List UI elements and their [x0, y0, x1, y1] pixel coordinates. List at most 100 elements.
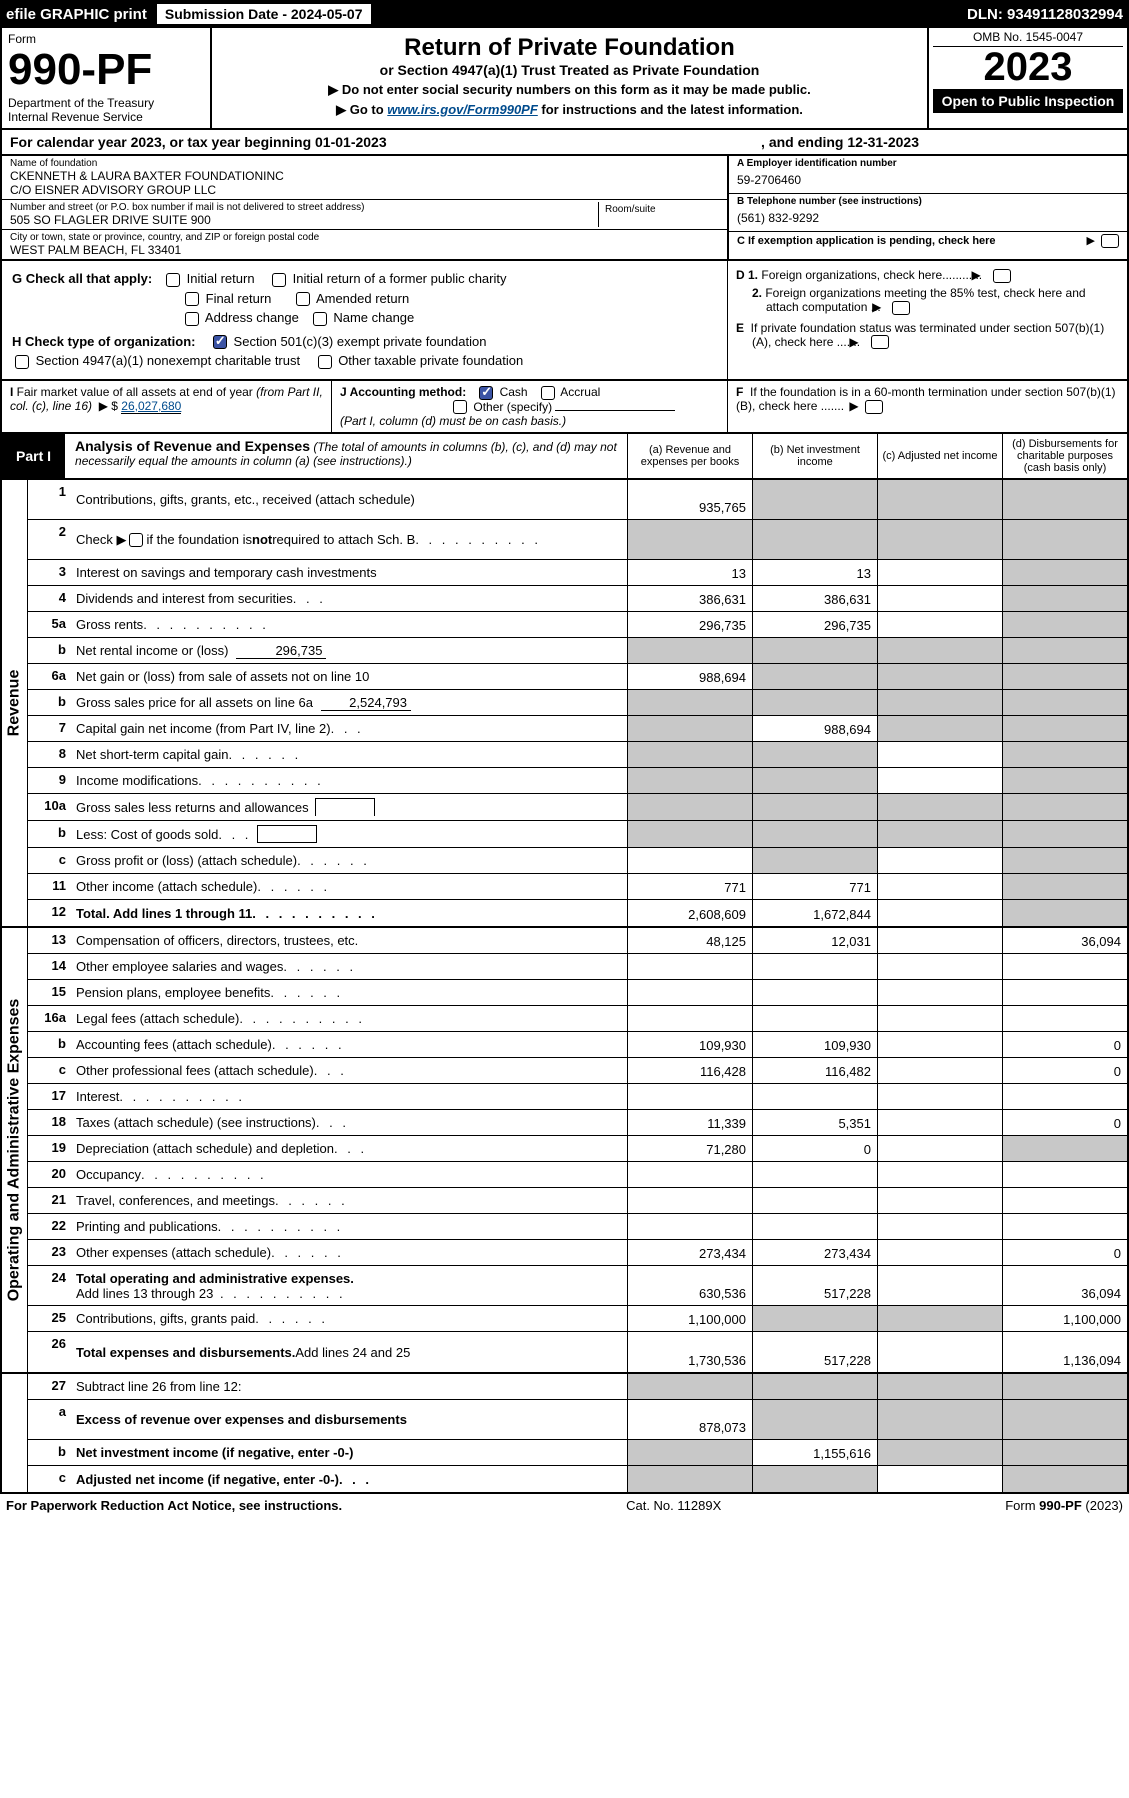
foundation-name-row: Name of foundation CKENNETH & LAURA BAXT…	[2, 156, 727, 200]
e-row: E If private foundation status was termi…	[736, 321, 1119, 350]
h-row-1: H Check type of organization: Section 50…	[12, 334, 717, 350]
row-9: 9 Income modifications	[28, 768, 1127, 794]
department: Department of the Treasury Internal Reve…	[8, 96, 204, 124]
row-8: 8 Net short-term capital gain	[28, 742, 1127, 768]
chk-other-method[interactable]	[453, 400, 467, 414]
row-27a: a Excess of revenue over expenses and di…	[28, 1400, 1127, 1440]
form-title: Return of Private Foundation	[222, 34, 917, 62]
dln: DLN: 93491128032994	[967, 6, 1123, 23]
chk-f[interactable]	[865, 400, 883, 414]
row-6b: b Gross sales price for all assets on li…	[28, 690, 1127, 716]
chk-d1[interactable]	[993, 269, 1011, 283]
col-c-head: (c) Adjusted net income	[877, 434, 1002, 478]
chk-d2[interactable]	[892, 301, 910, 315]
expenses-side-label: Operating and Administrative Expenses	[2, 928, 28, 1372]
chk-amended-return[interactable]	[296, 292, 310, 306]
row-27c: c Adjusted net income (if negative, ente…	[28, 1466, 1127, 1492]
part1-label: Part I	[2, 434, 65, 478]
exemption-pending-row: C If exemption application is pending, c…	[729, 232, 1127, 250]
row-18: 18 Taxes (attach schedule) (see instruct…	[28, 1110, 1127, 1136]
chk-initial-return[interactable]	[166, 273, 180, 287]
row-20: 20 Occupancy	[28, 1162, 1127, 1188]
row-7: 7 Capital gain net income (from Part IV,…	[28, 716, 1127, 742]
open-inspection: Open to Public Inspection	[933, 89, 1123, 113]
col-d-head: (d) Disbursements for charitable purpose…	[1002, 434, 1127, 478]
row-10b: b Less: Cost of goods sold	[28, 821, 1127, 848]
g-row: G Check all that apply: Initial return I…	[12, 271, 717, 287]
gh-block: G Check all that apply: Initial return I…	[0, 261, 1129, 381]
row-15: 15 Pension plans, employee benefits	[28, 980, 1127, 1006]
j-row: J Accounting method: Cash Accrual Other …	[332, 381, 727, 433]
row-10a: 10a Gross sales less returns and allowan…	[28, 794, 1127, 821]
row-21: 21 Travel, conferences, and meetings	[28, 1188, 1127, 1214]
row-14: 14 Other employee salaries and wages	[28, 954, 1127, 980]
revenue-section: Revenue 1 Contributions, gifts, grants, …	[0, 480, 1129, 928]
paperwork-notice: For Paperwork Reduction Act Notice, see …	[6, 1498, 342, 1513]
page-footer: For Paperwork Reduction Act Notice, see …	[0, 1494, 1129, 1517]
chk-initial-former[interactable]	[272, 273, 286, 287]
chk-name-change[interactable]	[313, 312, 327, 326]
chk-address-change[interactable]	[185, 312, 199, 326]
line27-section: 27 Subtract line 26 from line 12: a Exce…	[0, 1374, 1129, 1494]
row-26: 26 Total expenses and disbursements. Add…	[28, 1332, 1127, 1372]
row-3: 3 Interest on savings and temporary cash…	[28, 560, 1127, 586]
row-1: 1 Contributions, gifts, grants, etc., re…	[28, 480, 1127, 520]
form-number: 990-PF	[8, 48, 204, 92]
f-row: F If the foundation is in a 60-month ter…	[727, 381, 1127, 433]
entity-block: Name of foundation CKENNETH & LAURA BAXT…	[0, 156, 1129, 261]
tax-year: 2023	[933, 47, 1123, 87]
form-right: OMB No. 1545-0047 2023 Open to Public In…	[927, 28, 1127, 128]
form-left: Form 990-PF Department of the Treasury I…	[2, 28, 212, 128]
chk-4947[interactable]	[15, 355, 29, 369]
expenses-section: Operating and Administrative Expenses 13…	[0, 928, 1129, 1374]
form-ref: Form 990-PF (2023)	[1005, 1498, 1123, 1513]
chk-accrual[interactable]	[541, 386, 555, 400]
part1-desc: Analysis of Revenue and Expenses (The to…	[65, 434, 627, 478]
chk-e[interactable]	[871, 335, 889, 349]
irs-link[interactable]: www.irs.gov/Form990PF	[387, 102, 538, 117]
catalog-no: Cat. No. 11289X	[626, 1498, 721, 1513]
city-row: City or town, state or province, country…	[2, 230, 727, 259]
instr-1: ▶ Do not enter social security numbers o…	[222, 82, 917, 98]
row-11: 11 Other income (attach schedule) 771 77…	[28, 874, 1127, 900]
row-22: 22 Printing and publications	[28, 1214, 1127, 1240]
row-2: 2 Check ▶ if the foundation is not requi…	[28, 520, 1127, 560]
row-24: 24 Total operating and administrative ex…	[28, 1266, 1127, 1306]
chk-final-return[interactable]	[185, 292, 199, 306]
row-23: 23 Other expenses (attach schedule) 273,…	[28, 1240, 1127, 1266]
submission-date-box: Submission Date - 2024-05-07	[157, 4, 371, 24]
top-bar: efile GRAPHIC print Submission Date - 20…	[0, 0, 1129, 28]
i-row: I Fair market value of all assets at end…	[2, 381, 332, 433]
row-17: 17 Interest	[28, 1084, 1127, 1110]
row-5b: b Net rental income or (loss)296,735	[28, 638, 1127, 664]
ij-block: I Fair market value of all assets at end…	[0, 381, 1129, 435]
chk-501c3[interactable]	[213, 335, 227, 349]
efile-label: efile GRAPHIC print	[6, 6, 147, 23]
row-25: 25 Contributions, gifts, grants paid 1,1…	[28, 1306, 1127, 1332]
d2-row: 2. Foreign organizations meeting the 85%…	[736, 286, 1119, 315]
chk-other-taxable[interactable]	[318, 355, 332, 369]
row-27: 27 Subtract line 26 from line 12:	[28, 1374, 1127, 1400]
revenue-side-label: Revenue	[2, 480, 28, 926]
instr-2: ▶ Go to www.irs.gov/Form990PF for instru…	[222, 102, 917, 118]
row-16c: c Other professional fees (attach schedu…	[28, 1058, 1127, 1084]
row-13: 13 Compensation of officers, directors, …	[28, 928, 1127, 954]
row-19: 19 Depreciation (attach schedule) and de…	[28, 1136, 1127, 1162]
form-header: Form 990-PF Department of the Treasury I…	[0, 28, 1129, 130]
row-4: 4 Dividends and interest from securities…	[28, 586, 1127, 612]
col-b-head: (b) Net investment income	[752, 434, 877, 478]
checkbox-c[interactable]	[1101, 234, 1119, 248]
part1-header: Part I Analysis of Revenue and Expenses …	[0, 434, 1129, 480]
fmv-value[interactable]: 26,027,680	[121, 399, 181, 414]
chk-cash[interactable]	[479, 386, 493, 400]
row-12: 12 Total. Add lines 1 through 11 2,608,6…	[28, 900, 1127, 926]
row-16b: b Accounting fees (attach schedule) 109,…	[28, 1032, 1127, 1058]
calendar-year-row: For calendar year 2023, or tax year begi…	[0, 130, 1129, 156]
room-suite: Room/suite	[599, 202, 719, 227]
row-27b: b Net investment income (if negative, en…	[28, 1440, 1127, 1466]
address-row: Number and street (or P.O. box number if…	[2, 200, 727, 230]
row-5a: 5a Gross rents 296,735 296,735	[28, 612, 1127, 638]
chk-sch-b[interactable]	[129, 533, 143, 547]
form-center: Return of Private Foundation or Section …	[212, 28, 927, 128]
phone-row: B Telephone number (see instructions) (5…	[729, 194, 1127, 232]
